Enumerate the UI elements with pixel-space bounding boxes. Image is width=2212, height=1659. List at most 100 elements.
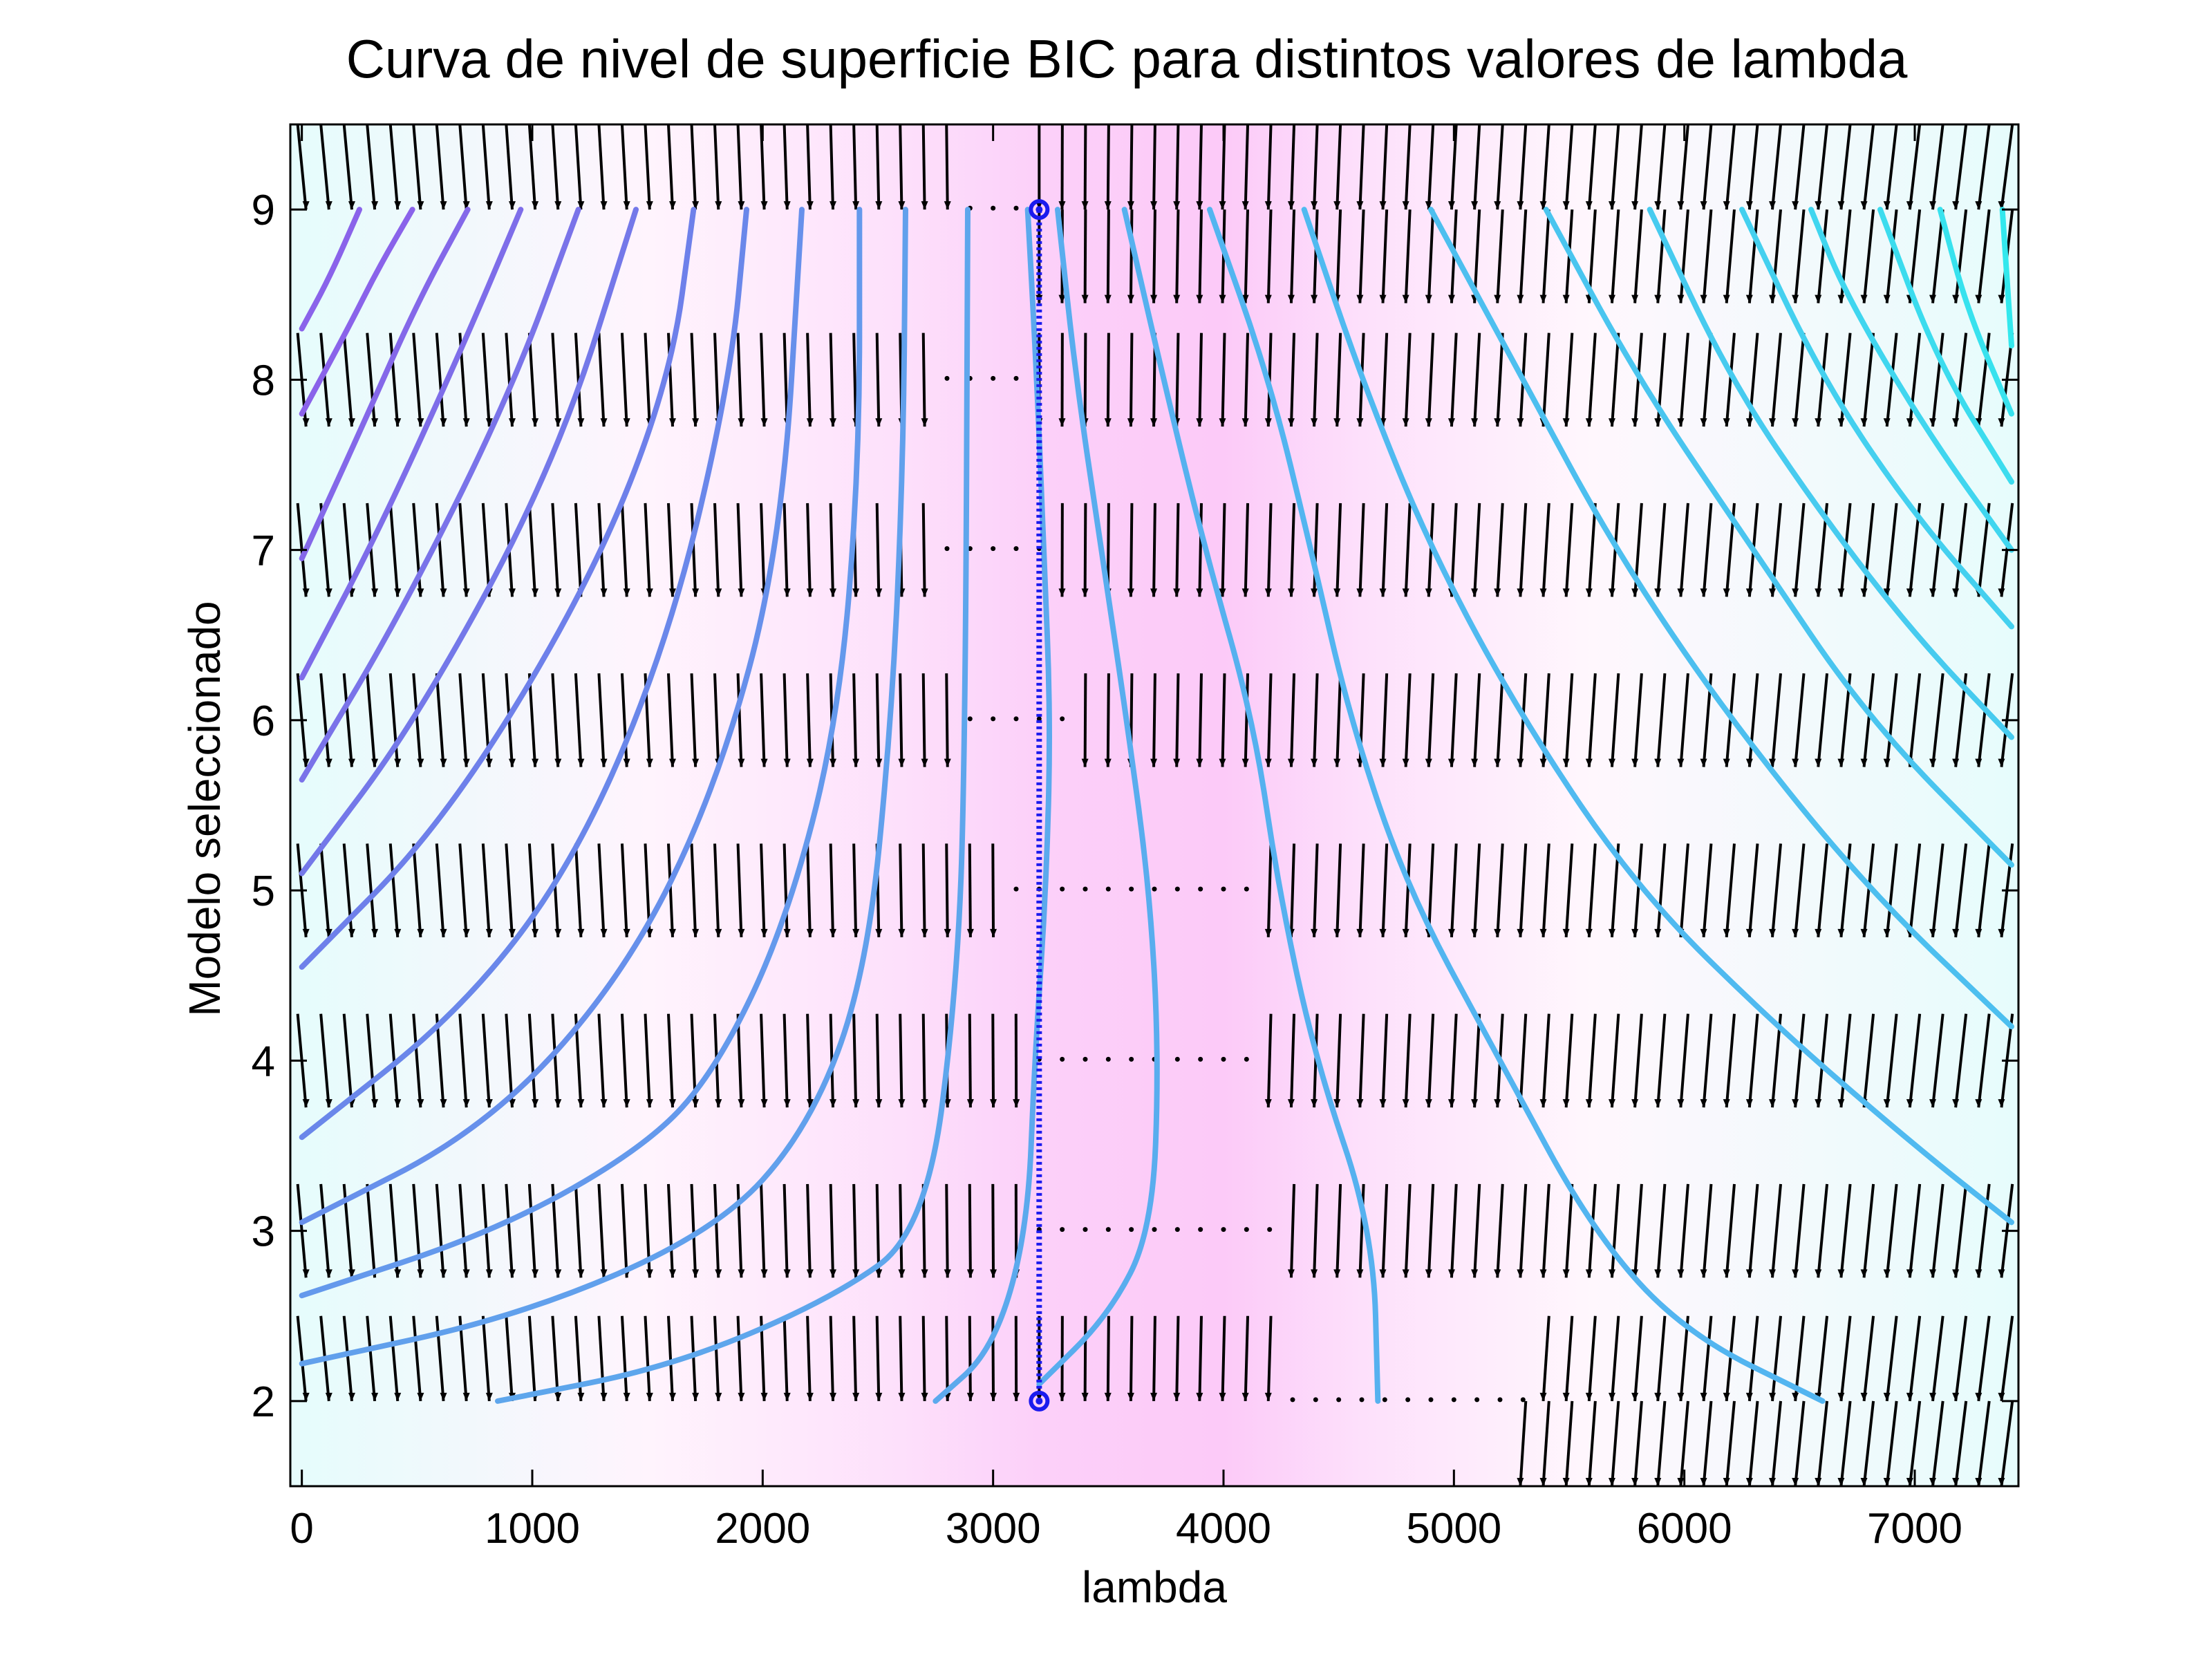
arrow-head — [1585, 418, 1593, 427]
arrow-head — [1287, 758, 1295, 767]
arrow-head — [1631, 1099, 1639, 1108]
arrow-head — [806, 1099, 814, 1108]
arrow-head — [1402, 1269, 1409, 1278]
arrow-head — [1241, 1392, 1249, 1401]
arrow-head — [806, 928, 814, 937]
arrow-shaft — [666, 124, 675, 210]
arrow-head — [440, 201, 447, 210]
arrow-dot — [1060, 886, 1065, 892]
arrow-head — [1379, 1269, 1387, 1278]
arrow-shaft — [1794, 209, 1806, 303]
contour-line — [1999, 207, 2014, 349]
arrow-shaft — [1564, 1315, 1574, 1402]
arrow-shaft — [1541, 1013, 1550, 1108]
arrow-shaft — [1106, 332, 1110, 427]
arrow-head — [1539, 294, 1547, 303]
arrow-head — [738, 588, 745, 597]
arrow-head — [1952, 1269, 1960, 1278]
arrow-head — [1585, 758, 1593, 767]
arrow-head — [1792, 1392, 1799, 1401]
arrow-shaft — [852, 124, 858, 210]
arrow-head — [1447, 418, 1455, 427]
arrow-head — [532, 758, 539, 767]
arrow-head — [394, 928, 402, 937]
arrow-shaft — [1496, 503, 1504, 597]
arrow-shaft — [852, 332, 858, 427]
arrow-shaft — [1885, 124, 1898, 210]
arrow-head — [532, 201, 539, 210]
arrow-shaft — [366, 1315, 377, 1402]
arrow-dot — [1244, 1056, 1249, 1062]
arrow-head — [1447, 1099, 1455, 1108]
arrow-head — [1631, 418, 1639, 427]
arrow-head — [669, 201, 677, 210]
arrow-shaft — [1885, 1183, 1898, 1278]
arrow-shaft — [551, 843, 560, 937]
arrow-dot — [1267, 1227, 1273, 1232]
arrow-head — [1998, 588, 2005, 597]
arrow-shaft — [1381, 1013, 1389, 1108]
arrow-head — [1860, 201, 1868, 210]
arrow-head — [1700, 1269, 1707, 1278]
arrow-shaft — [1794, 1183, 1806, 1278]
arrow-head — [1287, 1269, 1295, 1278]
arrow-head — [600, 588, 608, 597]
arrow-head — [1311, 294, 1318, 303]
arrow-head — [348, 1392, 355, 1401]
arrow-shaft — [1725, 1315, 1736, 1402]
arrow-shaft — [1908, 332, 1922, 427]
arrow-shaft — [1817, 332, 1829, 427]
arrow-head — [1585, 1478, 1593, 1486]
arrow-head — [783, 588, 791, 597]
arrow-head — [1585, 1269, 1593, 1278]
arrow-head — [1815, 758, 1822, 767]
arrow-head — [783, 1269, 791, 1278]
arrow-shaft — [505, 332, 514, 427]
arrow-head — [806, 1392, 814, 1401]
arrow-head — [1952, 1392, 1960, 1401]
arrow-head — [1768, 1269, 1776, 1278]
arrow-shaft — [875, 332, 881, 427]
arrow-shaft — [1633, 1315, 1643, 1402]
arrow-shaft — [1175, 332, 1180, 427]
arrow-shaft — [551, 1013, 560, 1108]
arrow-head — [1425, 201, 1432, 210]
arrow-head — [1677, 588, 1685, 597]
arrow-head — [692, 418, 700, 427]
arrow-head — [1402, 588, 1409, 597]
arrow-head — [600, 1099, 608, 1108]
arrow-dot — [1082, 886, 1088, 892]
arrow-shaft — [1725, 209, 1736, 303]
arrow-head — [1425, 418, 1432, 427]
arrow-head — [921, 588, 928, 597]
arrow-head — [830, 758, 837, 767]
arrow-head — [1792, 588, 1799, 597]
arrow-head — [302, 1392, 310, 1401]
arrow-shaft — [736, 503, 743, 597]
contour-line — [1739, 207, 2014, 630]
arrow-dot — [1244, 886, 1249, 892]
arrow-shaft — [852, 843, 858, 937]
arrow-shaft — [620, 124, 628, 210]
arrow-head — [394, 418, 402, 427]
arrow-head — [1745, 1392, 1753, 1401]
arrow-head — [1425, 588, 1432, 597]
contour-line — [1877, 207, 2014, 485]
arrow-shaft — [875, 503, 881, 597]
arrow-head — [1241, 588, 1249, 597]
arrow-shaft — [1817, 1183, 1829, 1278]
y-tick-label: 6 — [252, 697, 275, 745]
arrow-head — [1952, 758, 1960, 767]
arrow-shaft — [1794, 1013, 1806, 1108]
arrow-shaft — [1885, 1315, 1898, 1402]
arrow-shaft — [1931, 1400, 1944, 1486]
arrow-head — [1241, 201, 1249, 210]
arrow-head — [394, 201, 402, 210]
arrow-head — [485, 928, 493, 937]
arrow-head — [1287, 201, 1295, 210]
arrow-shaft — [1564, 1183, 1574, 1278]
arrow-dot — [1013, 375, 1019, 381]
arrow-head — [1494, 1099, 1501, 1108]
arrow-shaft — [296, 124, 308, 210]
arrow-shaft — [296, 1315, 308, 1402]
